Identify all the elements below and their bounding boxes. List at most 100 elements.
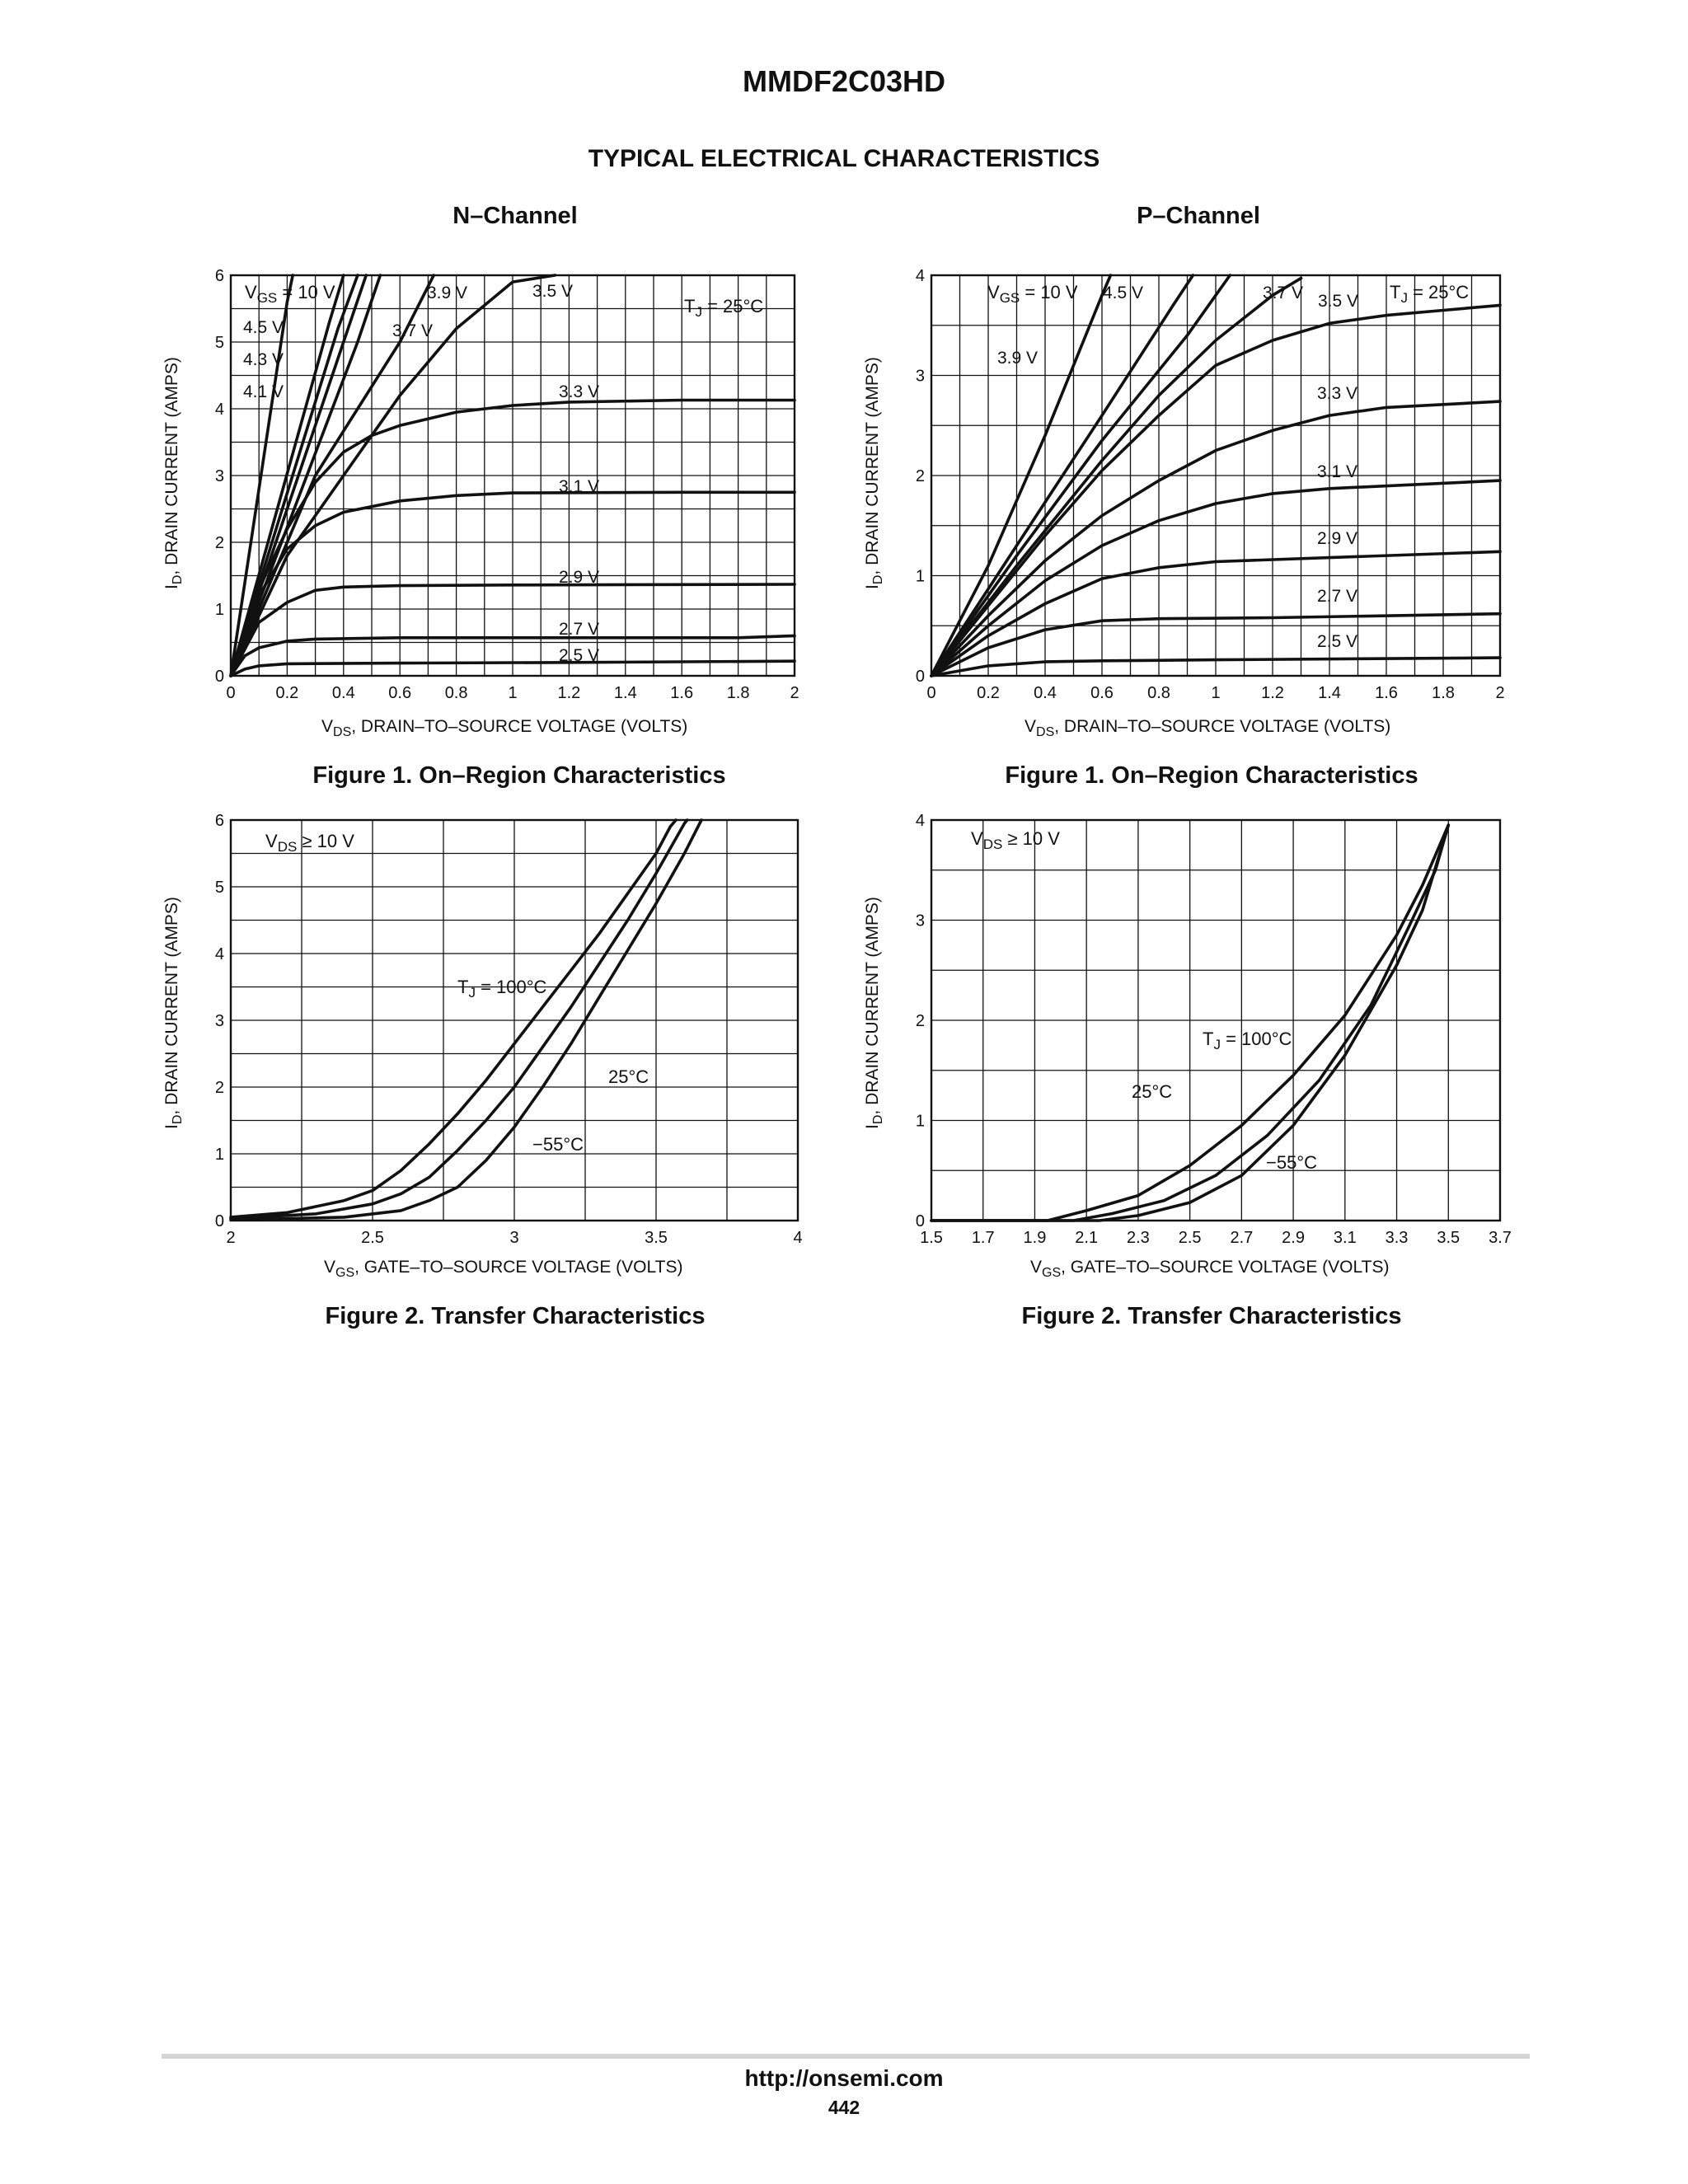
series-line-t-j-100-c bbox=[229, 818, 678, 1219]
series-line-2-5-v bbox=[229, 659, 796, 677]
x-tick-label: 2.3 bbox=[1127, 1229, 1150, 1247]
caption-fig1-p-channel: Figure 1. On–Region Characteristics bbox=[1005, 762, 1418, 789]
annotation-3-9v: 3.9 V bbox=[427, 284, 467, 302]
page-number: 442 bbox=[828, 2097, 860, 2118]
y-tick-label: 2 bbox=[916, 1012, 925, 1030]
series-line-2-5-v bbox=[930, 656, 1502, 677]
annotation-minus-55c: −55°C bbox=[1266, 1152, 1317, 1173]
y-tick-label: 4 bbox=[215, 401, 224, 419]
x-tick-label: 0.2 bbox=[275, 684, 298, 702]
x-tick-label: 3.7 bbox=[1489, 1229, 1512, 1247]
annotation-3-9v: 3.9 V bbox=[997, 349, 1038, 368]
y-tick-label: 4 bbox=[916, 267, 925, 285]
x-tick-label: 3.5 bbox=[1437, 1229, 1460, 1247]
x-axis-label: VDS, DRAIN–TO–SOURCE VOLTAGE (VOLTS) bbox=[1025, 717, 1390, 739]
series-line-3-1-v bbox=[229, 490, 796, 677]
series-line-3-5-v bbox=[930, 303, 1502, 677]
caption-fig2-n-channel: Figure 2. Transfer Characteristics bbox=[325, 1303, 706, 1329]
series-line-2-9-v bbox=[930, 550, 1502, 677]
plot-frame bbox=[229, 274, 796, 677]
y-tick-label: 3 bbox=[215, 467, 224, 485]
x-tick-label: 2.7 bbox=[1230, 1229, 1253, 1247]
x-tick-label: 3 bbox=[509, 1229, 518, 1247]
x-tick-label: 0.4 bbox=[1034, 684, 1057, 702]
curve-label-3-3v: 3.3 V bbox=[1317, 384, 1357, 403]
y-tick-label: 6 bbox=[215, 267, 224, 285]
curve-label-2-7v: 2.7 V bbox=[1317, 587, 1357, 606]
annotation-25c: 25°C bbox=[1132, 1081, 1172, 1102]
series-line-3-9-v bbox=[229, 274, 382, 677]
annotation-4-5v: 4.5 V bbox=[243, 318, 284, 337]
curve-label-3-1v: 3.1 V bbox=[559, 477, 599, 496]
x-tick-label: 1.4 bbox=[1318, 684, 1341, 702]
annotation-4-3v: 4.3 V bbox=[243, 350, 284, 369]
y-tick-label: 3 bbox=[916, 368, 925, 386]
series-line-25-c bbox=[229, 818, 689, 1221]
chart-p-channel-transfer: 1.5 1.7 1.9 2.1 2.3 2.5 2.7 2.9 3.1 3.3 3.5 3.7 0 1 2 3… bbox=[849, 795, 1574, 1339]
x-tick-label: 1.4 bbox=[614, 684, 637, 702]
x-tick-label: 3.1 bbox=[1334, 1229, 1357, 1247]
footer-divider bbox=[162, 2054, 1530, 2059]
series-line-25-c bbox=[930, 823, 1451, 1222]
x-tick-label: 0.6 bbox=[1090, 684, 1114, 702]
y-tick-label: 6 bbox=[215, 812, 224, 830]
annotation-minus-55c: −55°C bbox=[532, 1134, 584, 1155]
x-tick-label: 4 bbox=[793, 1229, 802, 1247]
x-tick-label: 1.7 bbox=[972, 1229, 995, 1247]
x-tick-label: 1.9 bbox=[1024, 1229, 1047, 1247]
series-line-55-c bbox=[930, 823, 1451, 1222]
x-tick-label: 1.6 bbox=[1375, 684, 1398, 702]
y-tick-label: 3 bbox=[215, 1012, 224, 1030]
series-line-3-3-v bbox=[930, 400, 1502, 677]
series-line-4-3-v bbox=[229, 274, 359, 677]
y-tick-label: 4 bbox=[215, 945, 224, 963]
series-line-4-5-v bbox=[229, 274, 345, 677]
annotation-tj-100c: TJ = 100°C bbox=[1203, 1029, 1292, 1052]
x-axis-label: VGS, GATE–TO–SOURCE VOLTAGE (VOLTS) bbox=[1030, 1258, 1389, 1280]
x-tick-label: 1.5 bbox=[920, 1229, 943, 1247]
curve-label-2-7v: 2.7 V bbox=[559, 620, 599, 639]
series-line-t-j-100-c bbox=[930, 823, 1451, 1222]
y-tick-label: 4 bbox=[916, 812, 925, 830]
chart-p-channel-on-region: 0 0.2 0.4 0.6 0.8 1 1.2 1.4 1.6 1.8 2 0 1 2 3 4 VGS = 1… bbox=[849, 255, 1574, 799]
y-tick-label: 3 bbox=[916, 912, 925, 930]
y-axis-label: ID, DRAIN CURRENT (AMPS) bbox=[863, 357, 885, 589]
x-tick-label: 2.5 bbox=[1179, 1229, 1202, 1247]
y-tick-label: 0 bbox=[916, 668, 925, 686]
annotation-vds: VDS ≥ 10 V bbox=[265, 831, 354, 855]
curve-label-2-9v: 2.9 V bbox=[1317, 529, 1357, 548]
x-tick-label: 1 bbox=[508, 684, 517, 702]
curve-label-3-3v: 3.3 V bbox=[559, 382, 599, 401]
x-tick-label: 2.9 bbox=[1282, 1229, 1305, 1247]
curve-label-3-1v: 3.1 V bbox=[1317, 462, 1357, 481]
y-tick-label: 2 bbox=[215, 1079, 224, 1097]
x-axis-label: VGS, GATE–TO–SOURCE VOLTAGE (VOLTS) bbox=[324, 1258, 682, 1280]
annotation-3-7v: 3.7 V bbox=[1263, 284, 1303, 302]
x-tick-label: 3.5 bbox=[645, 1229, 668, 1247]
document-title: MMDF2C03HD bbox=[742, 64, 946, 98]
annotation-vgs-10v: VGS = 10 V bbox=[987, 282, 1078, 306]
series-line-4-1-v bbox=[229, 274, 368, 677]
chart-n-channel-transfer: 2 2.5 3 3.5 4 0 1 2 3 4 5 6 VDS ≥ 10 V TJ = 100°C 2… bbox=[148, 795, 874, 1339]
x-tick-label: 1.8 bbox=[727, 684, 750, 702]
series-line-3-7-v bbox=[930, 276, 1303, 677]
y-tick-label: 0 bbox=[215, 668, 224, 686]
annotation-3-7v: 3.7 V bbox=[392, 321, 433, 340]
x-tick-label: 2.5 bbox=[361, 1229, 384, 1247]
x-tick-label: 3.3 bbox=[1386, 1229, 1409, 1247]
y-tick-label: 2 bbox=[215, 534, 224, 552]
y-axis-label: ID, DRAIN CURRENT (AMPS) bbox=[162, 897, 185, 1129]
series-line-2-7-v bbox=[229, 634, 796, 677]
x-tick-label: 1 bbox=[1211, 684, 1220, 702]
y-tick-label: 1 bbox=[215, 601, 224, 619]
x-tick-label: 0.8 bbox=[1147, 684, 1170, 702]
caption-fig1-n-channel: Figure 1. On–Region Characteristics bbox=[312, 762, 726, 789]
y-tick-label: 1 bbox=[916, 568, 925, 586]
y-tick-label: 2 bbox=[916, 467, 925, 485]
curve-label-2-5v: 2.5 V bbox=[1317, 632, 1357, 651]
series-line-55-c bbox=[229, 818, 703, 1221]
plot-frame bbox=[229, 818, 799, 1222]
chart-n-channel-on-region: 0 0.2 0.4 0.6 0.8 1 1.2 1.4 1.6 1.8 2 0 1 2 3 4 5 6 VGS =… bbox=[148, 255, 874, 799]
y-tick-label: 5 bbox=[215, 334, 224, 352]
footer-url[interactable]: http://onsemi.com bbox=[744, 2065, 944, 2091]
